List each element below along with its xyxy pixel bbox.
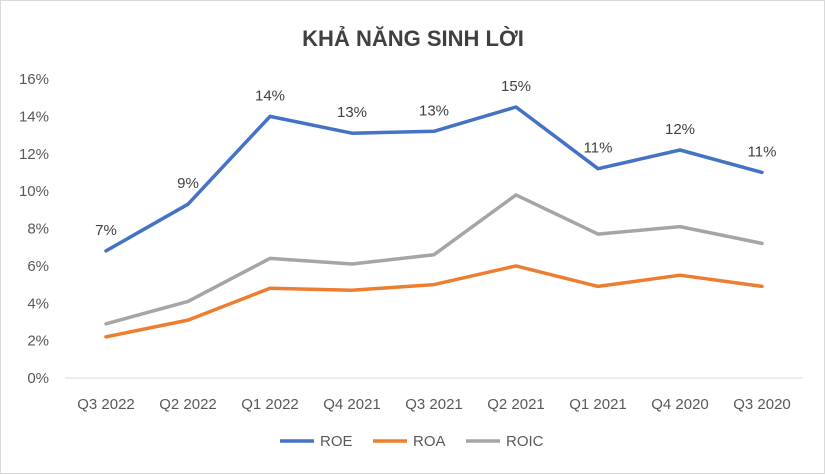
series-line-roa (104, 264, 764, 339)
data-label-roe: 12% (665, 121, 695, 138)
data-label-roe: 13% (337, 104, 367, 121)
data-label-roe: 7% (95, 222, 117, 239)
x-tick-label: Q2 2022 (159, 396, 217, 413)
x-tick-label: Q3 2022 (77, 396, 135, 413)
data-label-roe: 9% (177, 175, 199, 192)
data-label-roe: 11% (748, 143, 777, 160)
x-tick-label: Q1 2021 (569, 396, 627, 413)
legend-label-roe: ROE (320, 433, 353, 450)
y-tick-label: 8% (27, 221, 49, 238)
legend: ROE ROA ROIC (280, 433, 544, 450)
x-tick-label: Q4 2021 (323, 396, 381, 413)
chart-title: KHẢ NĂNG SINH LỜI (302, 26, 524, 51)
y-tick-label: 16% (19, 71, 49, 88)
x-tick-label: Q4 2020 (651, 396, 709, 413)
y-tick-label: 4% (27, 295, 49, 312)
y-tick-label: 10% (19, 183, 49, 200)
x-tick-label: Q3 2020 (733, 396, 791, 413)
y-tick-label: 14% (19, 108, 49, 125)
x-axis: Q3 2022 Q2 2022 Q1 2022 Q4 2021 Q3 2021 Q2 20… (65, 377, 803, 413)
data-label-roe: 11% (584, 140, 613, 157)
x-tick-label: Q3 2021 (405, 396, 463, 413)
x-tick-label: Q1 2022 (241, 396, 299, 413)
y-tick-label: 6% (27, 258, 49, 275)
y-axis: 0% 2% 4% 6% 8% 10% 12% 14% 16% (19, 71, 49, 387)
legend-label-roic: ROIC (506, 433, 544, 450)
y-tick-label: 2% (27, 333, 49, 350)
data-labels: 7% 9% 14% 13% 13% 15% 11% 12% 11% (95, 78, 776, 239)
data-label-roe: 15% (501, 78, 531, 95)
data-label-roe: 13% (419, 102, 449, 119)
x-tick-label: Q2 2021 (487, 396, 545, 413)
legend-label-roa: ROA (413, 433, 446, 450)
y-tick-label: 12% (19, 146, 49, 163)
series-group (104, 105, 764, 339)
series-line-roe (104, 105, 764, 253)
y-tick-label: 0% (27, 370, 49, 387)
data-label-roe: 14% (255, 87, 285, 104)
series-line-roic (104, 193, 764, 326)
